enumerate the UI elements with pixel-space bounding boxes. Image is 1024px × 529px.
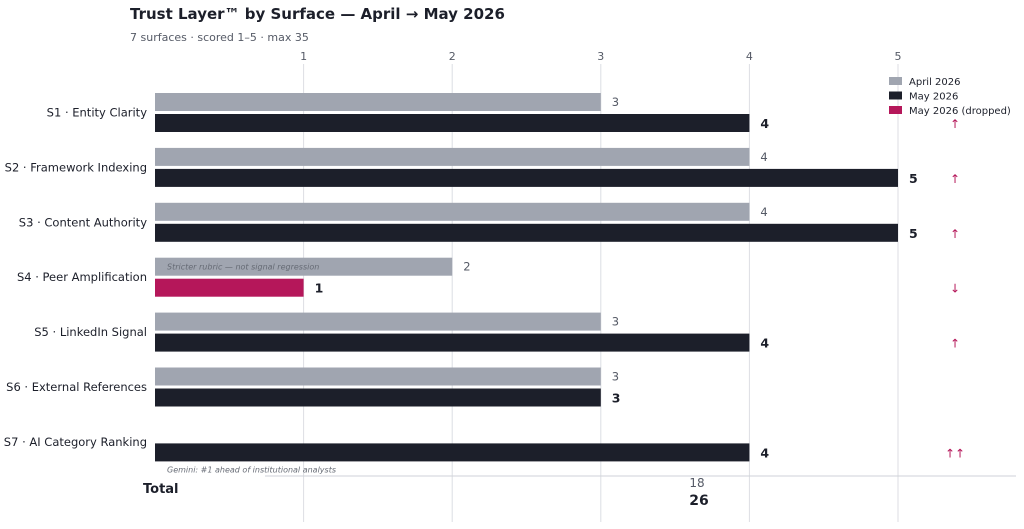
april-bar (155, 147, 750, 166)
chart-title: Trust Layer™ by Surface — April → May 20… (130, 5, 505, 23)
april-bar (155, 312, 601, 331)
april-value-label: 3 (612, 315, 619, 329)
may-bar (155, 388, 601, 407)
category-labels: S1 · Entity Clarity S2 · Framework Indexi… (4, 106, 147, 449)
trend-arrow: ↑ (950, 117, 960, 131)
may-value-label: 4 (760, 445, 769, 460)
total-may-value: 26 (689, 493, 708, 509)
legend-entry: May 2026 (dropped) (909, 106, 1011, 117)
trend-arrow: ↑ (950, 227, 960, 241)
may-value-label: 5 (909, 171, 918, 186)
category-label: S6 · External References (6, 380, 147, 394)
april-value-label: 4 (760, 205, 767, 219)
legend-entry: May 2026 (909, 92, 958, 103)
annotation-note: Stricter rubric — not signal regression (167, 263, 319, 272)
category-label: S1 · Entity Clarity (47, 106, 148, 120)
legend-entry: April 2026 (909, 77, 960, 88)
x-tick-label: 4 (746, 50, 753, 63)
april-value-label: 2 (463, 260, 470, 274)
april-value-label: 3 (612, 370, 619, 384)
trend-arrow: ↑ (950, 337, 960, 351)
may-bar (155, 333, 750, 352)
x-tick-label: 5 (895, 50, 902, 63)
may-bar-dropped (155, 278, 304, 297)
trend-arrow: ↑ (950, 172, 960, 186)
x-axis-ticks: 1 2 3 4 5 (300, 50, 901, 63)
april-value-label: 3 (612, 95, 619, 109)
total-row: Total 18 26 (143, 475, 1016, 509)
may-bar (155, 114, 750, 132)
april-bar (155, 93, 601, 111)
may-value-label: 4 (760, 116, 769, 131)
april-bar (155, 202, 750, 221)
april-bar (155, 257, 453, 276)
category-label: S4 · Peer Amplification (17, 270, 147, 284)
legend-swatch (889, 77, 902, 85)
may-value-label: 4 (760, 336, 769, 351)
category-label: S7 · AI Category Ranking (4, 435, 147, 449)
category-label: S3 · Content Authority (19, 215, 147, 229)
x-tick-label: 1 (300, 50, 307, 63)
annotation-note: Gemini: #1 ahead of institutional analys… (167, 465, 336, 474)
april-value-label: 4 (760, 150, 767, 164)
legend: April 2026 May 2026 May 2026 (dropped) (889, 77, 1011, 117)
total-april-value: 18 (689, 476, 704, 490)
chart-subtitle: 7 surfaces · scored 1–5 · max 35 (130, 31, 309, 44)
legend-swatch (889, 106, 902, 114)
may-bar (155, 168, 898, 187)
x-tick-label: 3 (597, 50, 604, 63)
category-label: S2 · Framework Indexing (5, 160, 147, 174)
may-bar (155, 223, 898, 242)
bars: 3 4 ↑ 4 5 ↑ 4 5 ↑ 2 1 ↓ 3 4 ↑ 3 3 4 ↑↑ Stricter rubric — no… (155, 93, 965, 474)
trend-arrow: ↑↑ (945, 446, 965, 460)
april-bar (155, 367, 601, 386)
trend-arrow: ↓ (950, 282, 960, 296)
may-bar (155, 443, 750, 462)
may-value-label: 5 (909, 226, 918, 241)
total-label: Total (143, 482, 179, 497)
legend-swatch (889, 91, 902, 100)
may-value-label: 3 (612, 391, 621, 406)
may-value-label: 1 (315, 281, 324, 296)
category-label: S5 · LinkedIn Signal (34, 325, 147, 339)
x-tick-label: 2 (449, 50, 456, 63)
